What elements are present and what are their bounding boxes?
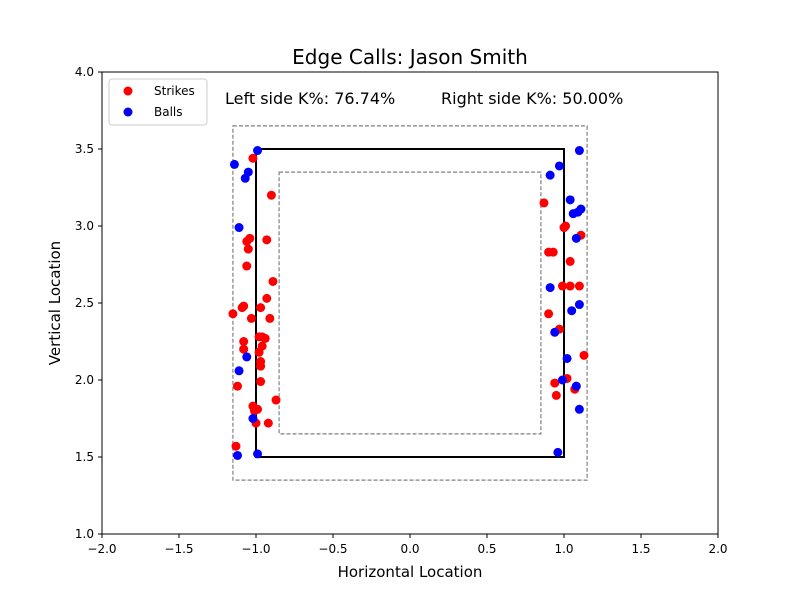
strike-point xyxy=(239,337,249,346)
strike-point xyxy=(551,390,561,400)
y-tick-label: 1.5 xyxy=(75,450,94,464)
x-axis-ticks: −2.0 −1.5 −1.0 −0.5 0.0 0.5 1.0 1.5 2.0 xyxy=(87,534,728,556)
ball-point xyxy=(545,170,555,180)
y-tick-label: 3.5 xyxy=(75,142,94,156)
ball-point xyxy=(253,449,263,459)
inner-edge-zone xyxy=(278,171,542,435)
strike-point xyxy=(253,404,263,414)
ball-point xyxy=(576,204,586,214)
x-tick-label: 0.0 xyxy=(400,542,419,556)
legend-marker-balls xyxy=(123,107,133,117)
strike-point xyxy=(239,344,249,354)
x-tick-label: 1.0 xyxy=(554,542,573,556)
ball-point xyxy=(550,327,560,337)
x-axis-label: Horizontal Location xyxy=(338,563,483,581)
strike-point xyxy=(548,247,558,257)
legend-marker-strikes xyxy=(123,86,133,96)
ball-point xyxy=(553,447,563,457)
strike-point xyxy=(265,313,275,323)
x-tick-label: −1.0 xyxy=(241,542,270,556)
strike-point xyxy=(256,361,266,371)
ball-point xyxy=(571,381,581,391)
strike-point xyxy=(260,333,270,343)
strike-point xyxy=(248,153,258,163)
ball-point xyxy=(248,414,258,423)
strike-point xyxy=(263,418,273,428)
strike-point xyxy=(257,341,267,351)
strike-point xyxy=(268,276,278,286)
strike-point xyxy=(256,303,266,313)
strike-zone xyxy=(255,148,565,458)
strike-point xyxy=(231,441,241,451)
y-tick-label: 2.0 xyxy=(75,373,94,387)
y-tick-label: 1.0 xyxy=(75,527,94,541)
strike-point xyxy=(550,378,560,388)
ball-point xyxy=(253,146,263,156)
x-tick-label: −1.5 xyxy=(164,542,193,556)
ball-point xyxy=(562,353,572,363)
x-tick-label: 0.5 xyxy=(477,542,496,556)
zone-layer xyxy=(232,125,588,481)
legend-box xyxy=(108,78,208,126)
x-tick-label: 1.5 xyxy=(631,542,650,556)
strike-point xyxy=(233,381,243,391)
points-layer xyxy=(228,146,589,460)
ball-point xyxy=(242,352,252,362)
left-side-k-annotation: Left side K%: 76.74% xyxy=(225,89,395,108)
y-tick-label: 3.0 xyxy=(75,219,94,233)
ball-point xyxy=(234,223,244,233)
strike-point xyxy=(544,309,554,319)
ball-point xyxy=(557,375,567,385)
x-tick-label: −2.0 xyxy=(87,542,116,556)
ball-point xyxy=(545,283,555,293)
strike-point xyxy=(246,313,256,323)
ball-point xyxy=(234,366,244,376)
strike-point xyxy=(565,281,575,291)
ball-point xyxy=(565,195,575,205)
legend-label-strikes: Strikes xyxy=(154,84,195,98)
strike-point xyxy=(239,301,249,311)
ball-point xyxy=(233,450,243,460)
strike-point xyxy=(574,281,584,291)
strike-point xyxy=(565,256,575,266)
strike-point xyxy=(245,233,255,243)
ball-point xyxy=(567,306,577,316)
ball-point xyxy=(554,161,564,171)
strike-point xyxy=(271,395,281,405)
y-tick-label: 4.0 xyxy=(75,65,94,79)
strike-point xyxy=(579,350,589,360)
ball-point xyxy=(574,146,584,156)
y-tick-label: 2.5 xyxy=(75,296,94,310)
right-side-k-annotation: Right side K%: 50.00% xyxy=(441,89,623,108)
legend-label-balls: Balls xyxy=(154,105,183,119)
strike-point xyxy=(266,190,276,200)
ball-point xyxy=(229,159,239,169)
strike-point xyxy=(228,309,238,319)
strike-point xyxy=(256,377,266,387)
legend: Strikes Balls xyxy=(108,78,208,126)
strike-point xyxy=(242,261,252,271)
strike-point xyxy=(539,198,549,208)
x-tick-label: 2.0 xyxy=(708,542,727,556)
ball-point xyxy=(571,233,581,243)
strike-point xyxy=(243,244,253,254)
y-axis-label: Vertical Location xyxy=(46,241,64,365)
ball-point xyxy=(574,300,584,310)
outer-edge-zone xyxy=(232,125,588,481)
strike-point xyxy=(561,221,571,231)
y-axis-ticks: 1.0 1.5 2.0 2.5 3.0 3.5 4.0 xyxy=(75,65,102,541)
strike-point xyxy=(262,235,272,245)
x-tick-label: −0.5 xyxy=(318,542,347,556)
strike-point xyxy=(262,293,272,303)
ball-point xyxy=(574,404,584,414)
chart-title: Edge Calls: Jason Smith xyxy=(292,45,528,69)
strike-point xyxy=(557,281,567,291)
ball-point xyxy=(243,167,253,177)
